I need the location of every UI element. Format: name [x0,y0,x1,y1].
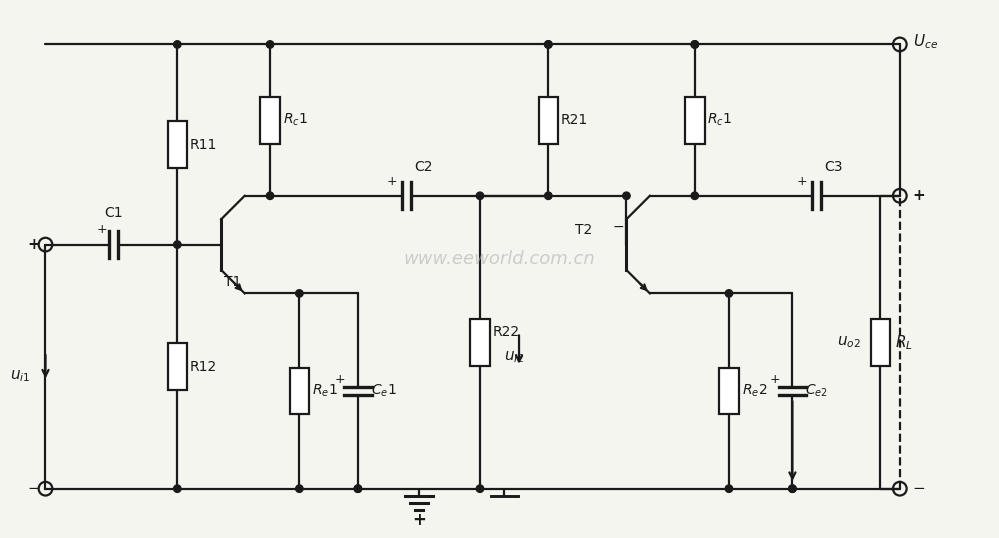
Text: R22: R22 [493,325,519,339]
Bar [290,367,309,414]
Text: +: + [387,175,398,188]
Bar [538,97,558,144]
Text: R21: R21 [561,113,588,127]
Text: $R_e1$: $R_e1$ [312,383,338,399]
Circle shape [544,192,552,200]
Circle shape [622,192,630,200]
Circle shape [788,485,796,492]
Circle shape [691,41,698,48]
Text: +: + [97,223,108,236]
Text: −: − [912,481,925,496]
Text: −: − [27,481,40,496]
Text: −: − [612,220,624,234]
Circle shape [544,41,552,48]
Text: T2: T2 [575,223,592,237]
Circle shape [691,41,698,48]
Bar [168,343,187,390]
Circle shape [267,192,274,200]
Text: $R_L$: $R_L$ [895,333,913,351]
Text: www.eeworld.com.cn: www.eeworld.com.cn [404,250,595,268]
Text: R11: R11 [190,138,218,152]
Circle shape [691,192,698,200]
Text: C1: C1 [105,206,123,220]
Text: $u_{i1}$: $u_{i1}$ [11,369,31,384]
Bar [261,97,280,144]
Text: R12: R12 [190,359,217,373]
Bar [471,319,490,366]
Text: +: + [769,373,780,386]
Text: $R_c1$: $R_c1$ [283,112,308,128]
Text: +: + [335,373,346,386]
Circle shape [544,41,552,48]
Circle shape [174,41,181,48]
Text: +: + [27,237,40,252]
Circle shape [477,192,484,200]
Circle shape [296,289,303,297]
Circle shape [788,485,796,492]
Circle shape [725,289,732,297]
Text: T1: T1 [224,275,242,289]
Bar [168,121,187,168]
Circle shape [174,485,181,492]
Text: $u_{i2}$: $u_{i2}$ [504,349,524,365]
Text: $R_c1$: $R_c1$ [707,112,732,128]
Text: C3: C3 [824,160,843,174]
Text: $C_{e2}$: $C_{e2}$ [805,383,828,399]
Text: +: + [912,188,925,203]
Circle shape [355,485,362,492]
Text: $U_{ce}$: $U_{ce}$ [912,32,938,51]
Circle shape [267,41,274,48]
Text: C2: C2 [415,160,433,174]
Circle shape [477,485,484,492]
Circle shape [355,485,362,492]
Circle shape [174,241,181,249]
Bar [719,367,738,414]
Text: +: + [797,175,807,188]
Text: $C_e1$: $C_e1$ [371,383,397,399]
Bar [870,319,890,366]
Circle shape [296,485,303,492]
Circle shape [725,485,732,492]
Bar [685,97,704,144]
Text: +: + [412,511,426,529]
Text: $R_e2$: $R_e2$ [741,383,767,399]
Text: $u_{o2}$: $u_{o2}$ [837,335,861,350]
